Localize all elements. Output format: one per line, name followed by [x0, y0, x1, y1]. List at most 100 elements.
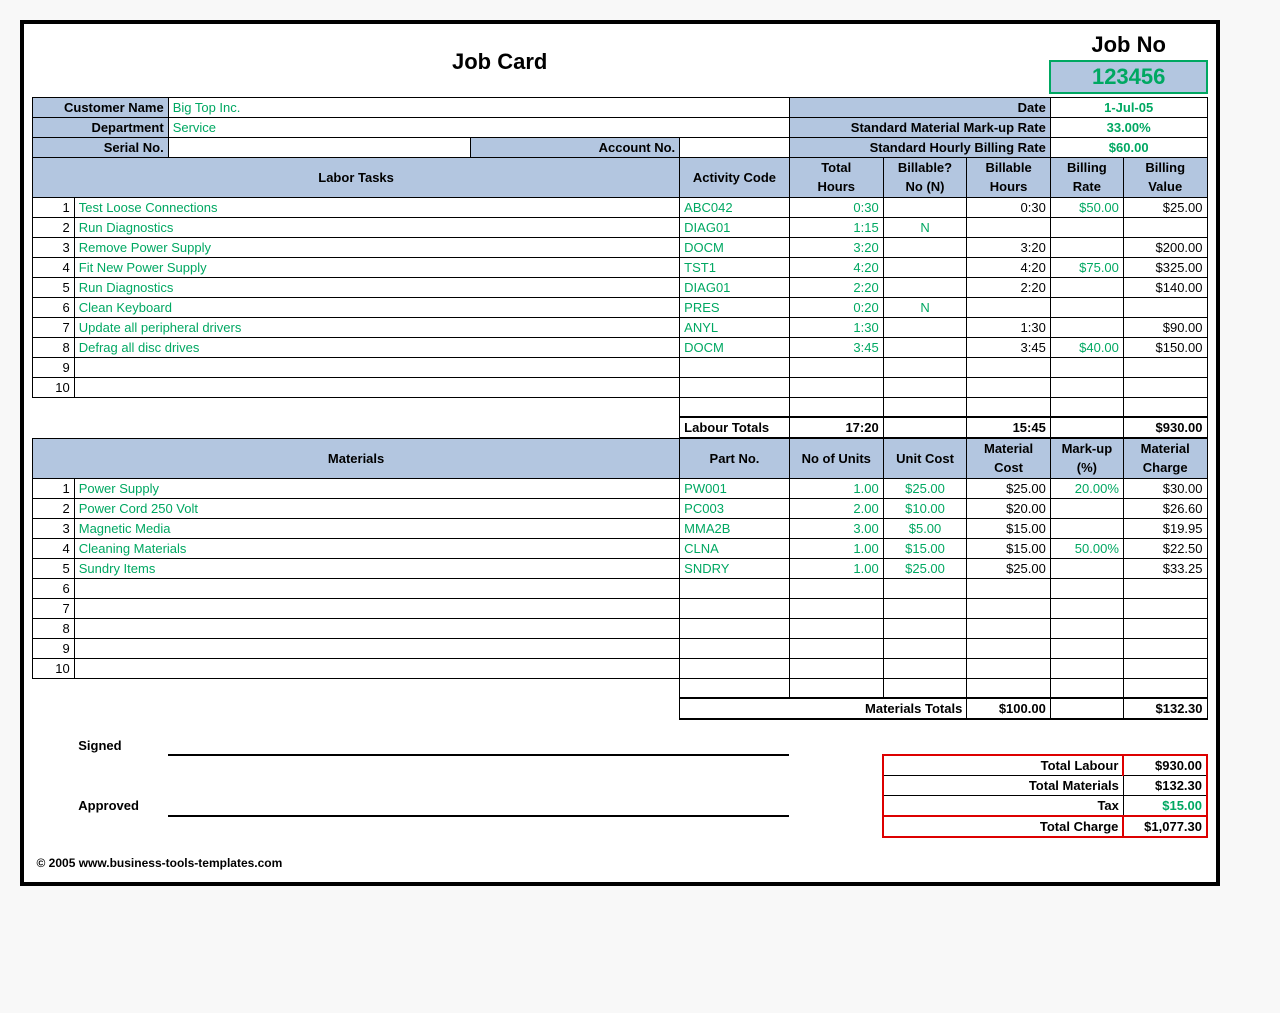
labor-row: 8Defrag all disc drivesDOCM3:453:45$40.0…: [33, 337, 1208, 357]
material-charge: [1123, 658, 1207, 678]
units: [789, 618, 883, 638]
labor-row: 7Update all peripheral driversANYL1:301:…: [33, 317, 1208, 337]
billable-flag: [883, 237, 967, 257]
jobno-value: 123456: [1050, 61, 1207, 93]
approved-label: Approved: [74, 796, 168, 817]
materials-row: 7: [33, 598, 1208, 618]
billable-flag: N: [883, 217, 967, 237]
material-charge: [1123, 618, 1207, 638]
unit-cost: [883, 578, 967, 598]
billing-value: $25.00: [1123, 197, 1207, 217]
department-value: Service: [168, 117, 789, 137]
row-num: 1: [33, 478, 75, 498]
activity-code: ANYL: [680, 317, 790, 337]
material-cost: [967, 618, 1051, 638]
signed-label: Signed: [74, 735, 168, 755]
markup: [1050, 558, 1123, 578]
total-charge-value: $1,077.30: [1123, 816, 1207, 837]
total-hours-header-1: Total: [789, 157, 883, 177]
units: 2.00: [789, 498, 883, 518]
row-num: 9: [33, 638, 75, 658]
material-charge: $26.60: [1123, 498, 1207, 518]
materials-row: 3Magnetic MediaMMA2B3.00$5.00$15.00$19.9…: [33, 518, 1208, 538]
hourly-rate-label: Standard Hourly Billing Rate: [789, 137, 1050, 157]
material-name: [74, 618, 679, 638]
billing-value-header-1: Billing: [1123, 157, 1207, 177]
labor-row: 6Clean KeyboardPRES0:20N: [33, 297, 1208, 317]
activity-code: [680, 357, 790, 377]
department-label: Department: [33, 117, 169, 137]
total-hours: [789, 377, 883, 397]
materials-row: 1Power SupplyPW0011.00$25.00$25.0020.00%…: [33, 478, 1208, 498]
units: 1.00: [789, 538, 883, 558]
approved-line: [168, 796, 789, 817]
row-num: 10: [33, 377, 75, 397]
material-charge: $19.95: [1123, 518, 1207, 538]
markup: [1050, 658, 1123, 678]
billing-value: $150.00: [1123, 337, 1207, 357]
part-no: PW001: [680, 478, 790, 498]
material-charge: $22.50: [1123, 538, 1207, 558]
row-num: 7: [33, 598, 75, 618]
material-charge: [1123, 638, 1207, 658]
jobno-label: Job No: [1050, 30, 1207, 61]
material-cost: [967, 598, 1051, 618]
billing-rate: $40.00: [1050, 337, 1123, 357]
material-name: [74, 598, 679, 618]
row-num: 8: [33, 337, 75, 357]
billing-value: [1123, 357, 1207, 377]
billable-hours: 2:20: [967, 277, 1051, 297]
total-hours: 2:20: [789, 277, 883, 297]
task-name: [74, 377, 679, 397]
material-charge: $30.00: [1123, 478, 1207, 498]
units: [789, 658, 883, 678]
row-num: 10: [33, 658, 75, 678]
material-name: [74, 638, 679, 658]
activity-code: DIAG01: [680, 217, 790, 237]
billing-rate: $50.00: [1050, 197, 1123, 217]
total-labour-label: Total Labour: [883, 755, 1123, 776]
labor-row: 2Run DiagnosticsDIAG011:15N: [33, 217, 1208, 237]
billing-rate: [1050, 217, 1123, 237]
billable-flag: [883, 337, 967, 357]
unitcost-header: Unit Cost: [883, 438, 967, 478]
row-num: 6: [33, 297, 75, 317]
row-num: 3: [33, 237, 75, 257]
billable-header-2: No (N): [883, 177, 967, 197]
title: Job Card: [33, 30, 967, 93]
tax-label: Tax: [883, 796, 1123, 817]
billing-rate: [1050, 377, 1123, 397]
materials-totals-label: Materials Totals: [680, 698, 967, 719]
units: [789, 598, 883, 618]
units: 1.00: [789, 558, 883, 578]
task-name: Run Diagnostics: [74, 277, 679, 297]
total-hours: 1:15: [789, 217, 883, 237]
billable-hours: [967, 357, 1051, 377]
materials-row: 5Sundry ItemsSNDRY1.00$25.00$25.00$33.25: [33, 558, 1208, 578]
labor-row: 9: [33, 357, 1208, 377]
billable-flag: [883, 357, 967, 377]
serial-label: Serial No.: [33, 137, 169, 157]
billable-flag: [883, 317, 967, 337]
total-charge-label: Total Charge: [883, 816, 1123, 837]
labor-row: 1Test Loose ConnectionsABC0420:300:30$50…: [33, 197, 1208, 217]
unit-cost: [883, 598, 967, 618]
units: 3.00: [789, 518, 883, 538]
material-name: [74, 658, 679, 678]
billing-value: [1123, 217, 1207, 237]
labour-totals-value: $930.00: [1123, 417, 1207, 438]
activity-code: DOCM: [680, 337, 790, 357]
billable-hours: 1:30: [967, 317, 1051, 337]
copyright: © 2005 www.business-tools-templates.com: [33, 837, 1208, 872]
task-name: Defrag all disc drives: [74, 337, 679, 357]
date-label: Date: [789, 97, 1050, 117]
markup: [1050, 598, 1123, 618]
part-header: Part No.: [680, 438, 790, 478]
materials-row: 4Cleaning MaterialsCLNA1.00$15.00$15.005…: [33, 538, 1208, 558]
labor-row: 10: [33, 377, 1208, 397]
tax-value: $15.00: [1123, 796, 1207, 817]
markup: [1050, 638, 1123, 658]
row-num: 4: [33, 538, 75, 558]
total-hours: 0:20: [789, 297, 883, 317]
billing-rate-header-1: Billing: [1050, 157, 1123, 177]
